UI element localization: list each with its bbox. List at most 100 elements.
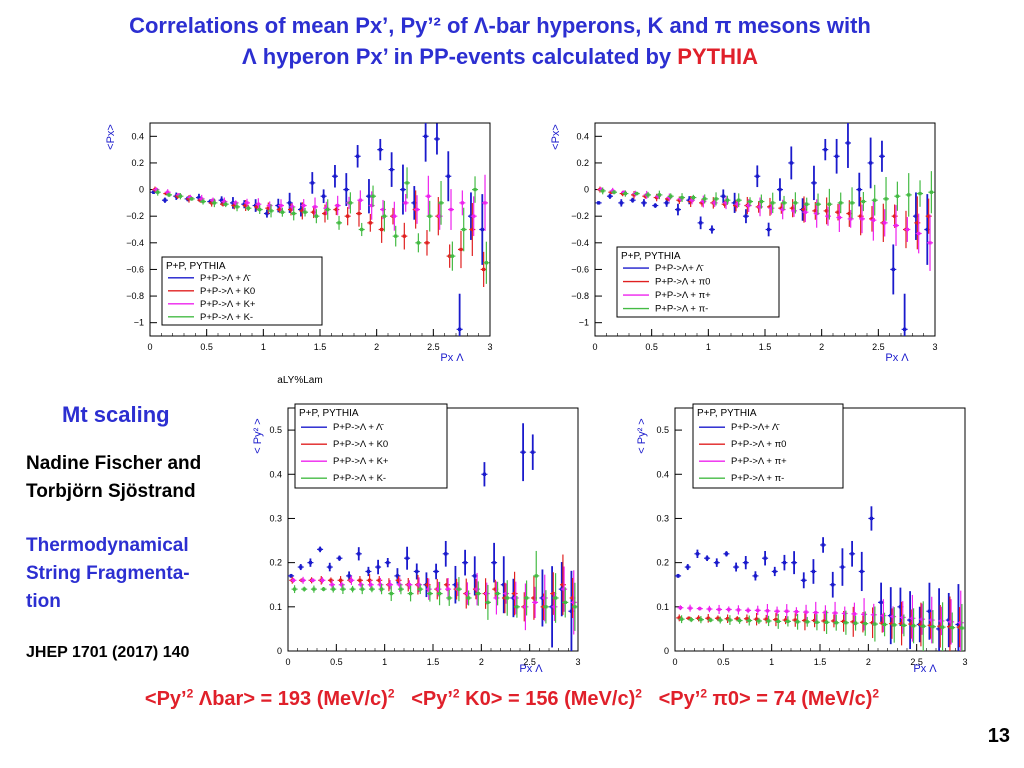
data-point bbox=[435, 137, 439, 141]
x-axis-label: Px Λ bbox=[885, 352, 909, 364]
data-point bbox=[893, 214, 897, 218]
data-point bbox=[416, 241, 420, 245]
data-point bbox=[747, 203, 751, 208]
data-point bbox=[939, 619, 944, 623]
data-point bbox=[544, 605, 548, 609]
data-point bbox=[334, 207, 338, 212]
y-tick-label: −0.2 bbox=[126, 211, 144, 221]
data-point bbox=[665, 201, 669, 205]
data-point bbox=[676, 207, 680, 212]
data-point bbox=[390, 167, 394, 172]
data-point bbox=[255, 205, 259, 209]
data-point bbox=[782, 201, 786, 205]
data-point bbox=[833, 611, 837, 615]
data-point bbox=[533, 600, 537, 604]
data-point bbox=[447, 596, 451, 600]
data-point bbox=[908, 618, 912, 622]
legend-title: P+P, PYTHIA bbox=[166, 261, 226, 272]
data-point bbox=[755, 174, 759, 178]
data-point bbox=[446, 174, 450, 178]
data-point bbox=[436, 587, 441, 591]
x-tick-label: 1.5 bbox=[314, 342, 327, 352]
data-point bbox=[914, 214, 918, 218]
data-point bbox=[485, 591, 489, 596]
data-point bbox=[871, 218, 875, 222]
data-point bbox=[778, 187, 782, 192]
data-point bbox=[388, 583, 392, 587]
data-point bbox=[601, 189, 605, 193]
data-point bbox=[734, 565, 738, 569]
data-point bbox=[483, 201, 487, 205]
data-point bbox=[515, 605, 519, 609]
data-point bbox=[480, 227, 484, 232]
data-point bbox=[881, 614, 886, 618]
data-point bbox=[330, 583, 334, 587]
x-tick-label: 0.5 bbox=[645, 342, 658, 352]
data-point bbox=[863, 622, 867, 626]
data-point bbox=[368, 221, 372, 225]
legend-entry: P+P->Λ + K0 bbox=[200, 286, 255, 297]
data-point bbox=[715, 561, 719, 565]
histogram-name-label: aLY%Lam bbox=[277, 375, 322, 386]
data-point bbox=[883, 221, 887, 225]
data-point bbox=[348, 201, 352, 205]
data-point bbox=[793, 201, 797, 205]
slide-title: Correlations of mean Px’, Py’² of Λ-bar … bbox=[0, 10, 1000, 72]
data-point bbox=[680, 195, 684, 200]
data-point bbox=[302, 203, 306, 208]
data-point bbox=[412, 201, 416, 205]
data-point bbox=[782, 561, 787, 565]
data-point bbox=[494, 596, 499, 600]
data-point bbox=[811, 569, 816, 574]
data-point bbox=[291, 578, 296, 582]
x-tick-label: 2.5 bbox=[872, 342, 885, 352]
data-point bbox=[823, 148, 827, 152]
legend-entry: P+P->Λ + π- bbox=[731, 473, 784, 484]
data-point bbox=[959, 621, 963, 625]
data-point bbox=[466, 596, 471, 600]
data-point bbox=[901, 615, 905, 620]
data-point bbox=[156, 190, 160, 194]
x-tick-label: 1.5 bbox=[814, 657, 827, 667]
data-point bbox=[688, 606, 692, 610]
data-point bbox=[657, 193, 661, 197]
data-point bbox=[642, 201, 646, 205]
data-point bbox=[427, 587, 431, 591]
data-point bbox=[824, 620, 829, 624]
data-point bbox=[646, 193, 650, 197]
data-point bbox=[757, 619, 761, 623]
data-point bbox=[938, 624, 942, 628]
data-point bbox=[222, 199, 226, 204]
data-point bbox=[323, 211, 327, 216]
data-point bbox=[931, 625, 935, 629]
data-point bbox=[314, 214, 318, 218]
data-point bbox=[802, 578, 806, 582]
data-point bbox=[505, 596, 509, 600]
data-point bbox=[428, 214, 432, 218]
x-tick-label: 3 bbox=[575, 657, 580, 667]
data-point bbox=[532, 596, 536, 600]
data-point bbox=[764, 617, 768, 621]
data-point bbox=[234, 201, 238, 205]
data-point bbox=[563, 600, 567, 604]
x-tick-label: 3 bbox=[962, 657, 967, 667]
data-point bbox=[386, 561, 390, 565]
data-point bbox=[701, 199, 705, 204]
data-point bbox=[785, 609, 789, 613]
data-point bbox=[775, 609, 779, 613]
x-tick-label: 2 bbox=[374, 342, 379, 352]
x-tick-label: 0 bbox=[672, 657, 677, 667]
data-point bbox=[235, 205, 239, 209]
y-tick-label: 0 bbox=[139, 185, 144, 195]
data-point bbox=[717, 607, 721, 612]
data-point bbox=[862, 612, 866, 616]
data-point bbox=[903, 327, 907, 331]
data-point bbox=[747, 618, 751, 623]
data-point bbox=[927, 214, 931, 218]
data-point bbox=[669, 194, 673, 198]
data-point bbox=[873, 198, 877, 202]
data-point bbox=[844, 621, 848, 625]
title-line-2-text: Λ hyperon Px’ in PP-events calculated by bbox=[242, 44, 672, 69]
legend-entry: P+P->Λ + Λ̄ bbox=[333, 422, 384, 433]
data-point bbox=[687, 616, 691, 620]
